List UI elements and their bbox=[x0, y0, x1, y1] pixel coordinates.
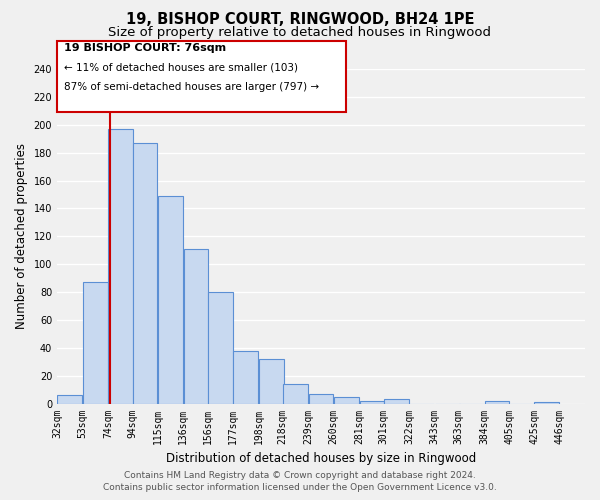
Text: Contains HM Land Registry data © Crown copyright and database right 2024.
Contai: Contains HM Land Registry data © Crown c… bbox=[103, 471, 497, 492]
Text: ← 11% of detached houses are smaller (103): ← 11% of detached houses are smaller (10… bbox=[64, 62, 298, 72]
Bar bbox=[384, 400, 409, 404]
Bar bbox=[158, 196, 183, 404]
Bar bbox=[283, 384, 308, 404]
Y-axis label: Number of detached properties: Number of detached properties bbox=[15, 144, 28, 330]
X-axis label: Distribution of detached houses by size in Ringwood: Distribution of detached houses by size … bbox=[166, 452, 476, 465]
Bar bbox=[109, 129, 133, 404]
Text: 19, BISHOP COURT, RINGWOOD, BH24 1PE: 19, BISHOP COURT, RINGWOOD, BH24 1PE bbox=[126, 12, 474, 28]
Bar bbox=[259, 359, 284, 404]
Bar bbox=[184, 249, 208, 404]
Bar bbox=[133, 143, 157, 404]
Bar bbox=[83, 282, 108, 404]
Bar bbox=[57, 41, 346, 112]
Text: 87% of semi-detached houses are larger (797) →: 87% of semi-detached houses are larger (… bbox=[64, 82, 319, 92]
Bar bbox=[58, 395, 82, 404]
Bar bbox=[308, 394, 334, 404]
Bar bbox=[359, 401, 385, 404]
Text: 19 BISHOP COURT: 76sqm: 19 BISHOP COURT: 76sqm bbox=[64, 43, 226, 53]
Bar bbox=[334, 396, 359, 404]
Text: Size of property relative to detached houses in Ringwood: Size of property relative to detached ho… bbox=[109, 26, 491, 39]
Bar bbox=[535, 402, 559, 404]
Bar bbox=[208, 292, 233, 404]
Bar bbox=[485, 401, 509, 404]
Bar bbox=[233, 350, 258, 404]
